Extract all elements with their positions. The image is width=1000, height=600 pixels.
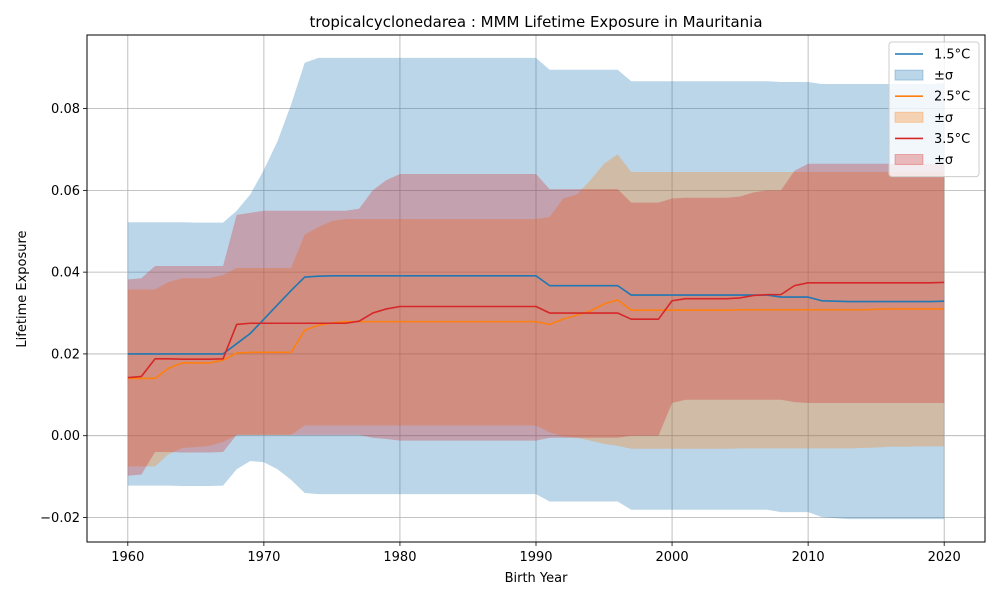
legend-band-swatch (894, 111, 924, 123)
x-gridlines (127, 35, 945, 542)
legend-label: 2.5°C (934, 90, 970, 105)
legend-band-label: ±σ (934, 153, 953, 168)
x-axis-ticks: 1960 1970 1980 1990 2000 2010 2020 (111, 542, 961, 565)
x-tick-label: 2010 (792, 550, 825, 565)
std-band-2 (127, 163, 945, 476)
y-tick-label: −0.02 (40, 511, 80, 526)
std-band-0 (127, 57, 945, 520)
legend-label: 1.5°C (934, 48, 970, 63)
series-line-1 (127, 299, 945, 380)
y-tick-label: 0.04 (51, 266, 80, 281)
y-tick-label: 0.00 (51, 429, 80, 444)
y-axis-ticks: −0.02 0.00 0.02 0.04 0.06 0.08 (40, 102, 87, 526)
x-tick-label: 1990 (519, 550, 552, 565)
x-tick-label: 2000 (656, 550, 689, 565)
y-tick-label: 0.08 (51, 102, 80, 117)
legend-band-swatch (894, 154, 924, 165)
legend-band-label: ±σ (934, 69, 953, 84)
series-line-0 (127, 275, 945, 355)
y-gridlines (87, 108, 985, 518)
x-tick-label: 1980 (383, 550, 416, 565)
y-axis-label: Lifetime Exposure (15, 230, 30, 347)
x-axis-label: Birth Year (505, 571, 569, 586)
x-tick-label: 2020 (928, 550, 961, 565)
x-tick-label: 1960 (111, 550, 144, 565)
y-tick-label: 0.02 (51, 347, 80, 362)
legend-band-swatch (894, 69, 924, 81)
std-bands (127, 57, 945, 520)
y-tick-label: 0.06 (51, 184, 80, 199)
chart-title: tropicalcyclonedarea : MMM Lifetime Expo… (309, 13, 762, 31)
legend-box (888, 41, 980, 178)
series-lines (127, 275, 945, 380)
legend-band-label: ±σ (934, 111, 953, 126)
x-tick-label: 1970 (247, 550, 280, 565)
legend: 1.5°C ±σ 2.5°C ±σ 3.5°C ±σ (888, 41, 980, 178)
series-line-2 (127, 281, 945, 379)
std-band-1 (127, 154, 945, 467)
legend-label: 3.5°C (934, 132, 970, 147)
